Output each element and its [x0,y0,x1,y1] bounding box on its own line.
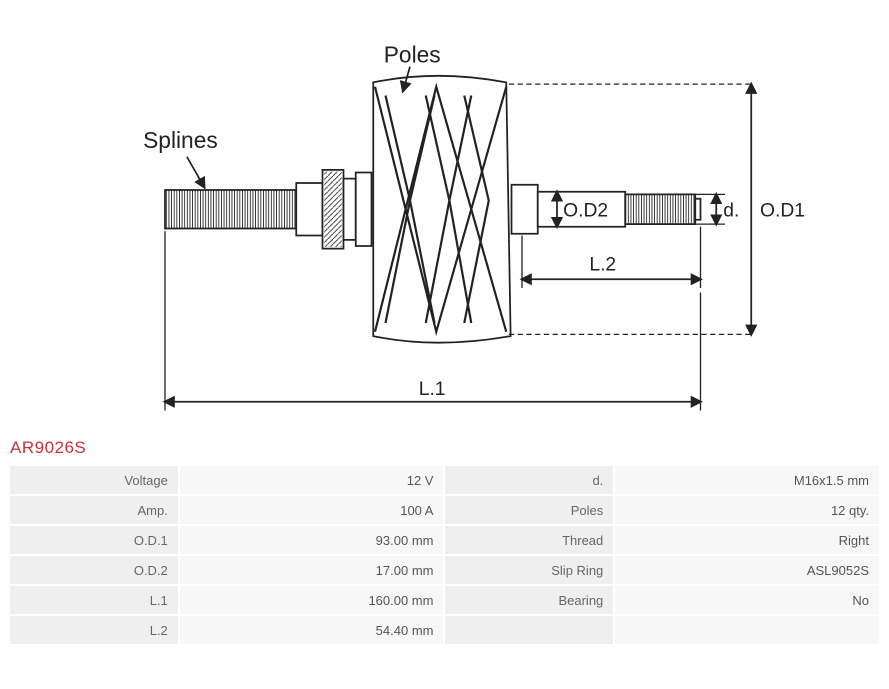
spec-label [445,616,613,644]
spec-table: Voltage 12 V d. M16x1.5 mm Amp. 100 A Po… [8,464,881,646]
table-row: L.2 54.40 mm [10,616,879,644]
spec-label: L.1 [10,586,178,614]
table-row: Voltage 12 V d. M16x1.5 mm [10,466,879,494]
spec-value: 17.00 mm [180,556,444,584]
spec-value: No [615,586,879,614]
spec-value: 12 V [180,466,444,494]
spec-label: Slip Ring [445,556,613,584]
spec-label: d. [445,466,613,494]
spec-label: Bearing [445,586,613,614]
table-row: Amp. 100 A Poles 12 qty. [10,496,879,524]
label-l2: L.2 [589,255,616,276]
spec-value: 100 A [180,496,444,524]
label-d: d. [723,200,739,221]
spec-value: Right [615,526,879,554]
spec-label: O.D.1 [10,526,178,554]
spec-label: Poles [445,496,613,524]
spec-label: Voltage [10,466,178,494]
spec-value: M16x1.5 mm [615,466,879,494]
diagram: Splines Poles O.D1 d. O.D2 L.2 L.1 [8,8,881,428]
spec-label: O.D.2 [10,556,178,584]
label-splines: Splines [143,127,218,153]
table-row: O.D.1 93.00 mm Thread Right [10,526,879,554]
label-poles: Poles [383,41,440,67]
spec-value [615,616,879,644]
spec-value: 54.40 mm [180,616,444,644]
label-l1: L.1 [418,379,445,400]
spec-label: L.2 [10,616,178,644]
rotor-diagram-svg: Splines Poles O.D1 d. O.D2 L.2 L.1 [60,8,830,428]
spec-value: 160.00 mm [180,586,444,614]
spec-value: ASL9052S [615,556,879,584]
spec-value: 93.00 mm [180,526,444,554]
part-number: AR9026S [10,438,881,458]
spec-label: Amp. [10,496,178,524]
label-od1: O.D1 [760,200,805,221]
table-row: L.1 160.00 mm Bearing No [10,586,879,614]
table-row: O.D.2 17.00 mm Slip Ring ASL9052S [10,556,879,584]
spec-label: Thread [445,526,613,554]
spec-value: 12 qty. [615,496,879,524]
label-od2: O.D2 [563,200,608,221]
